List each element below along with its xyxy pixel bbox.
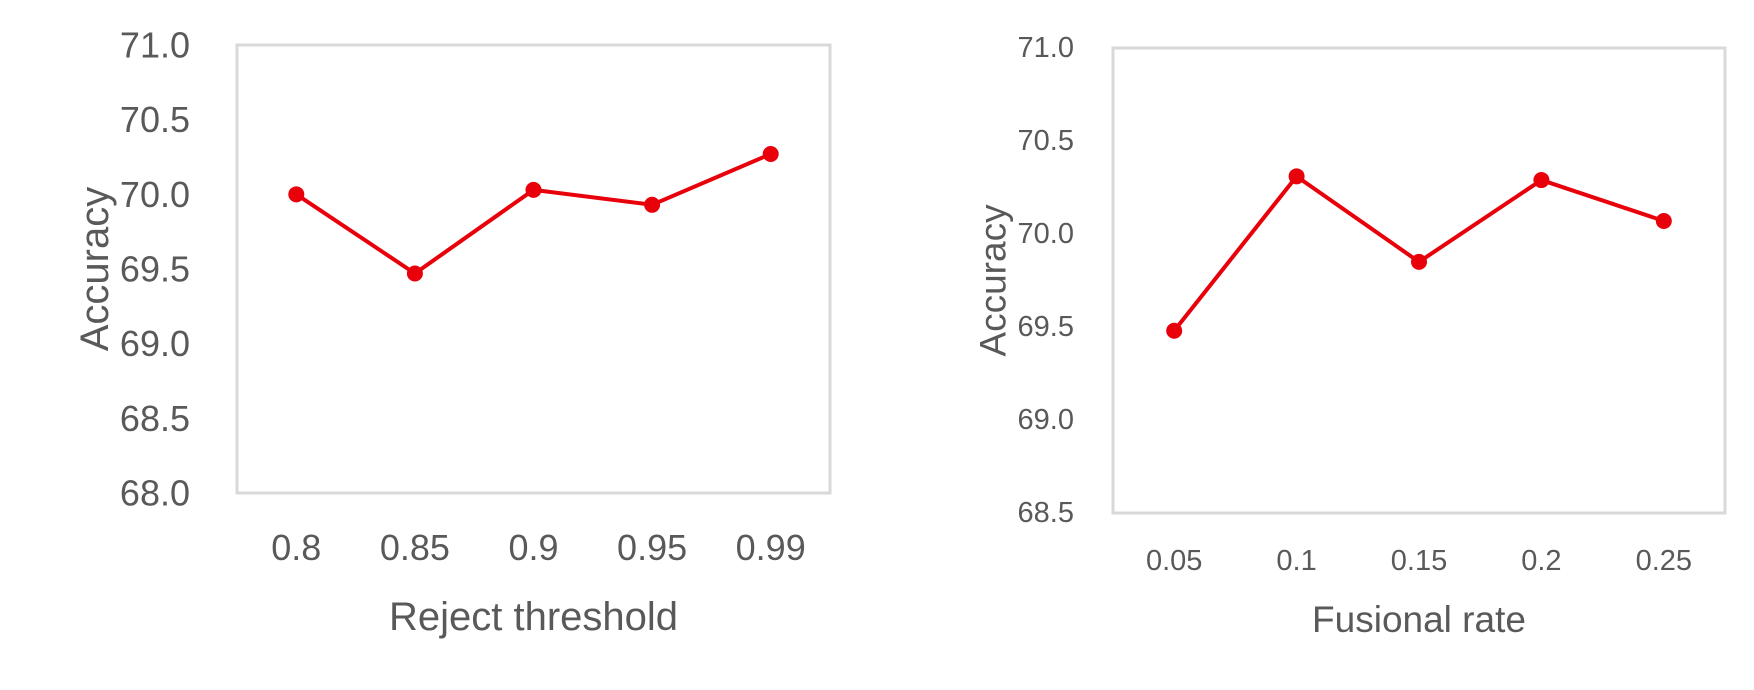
x-tick-label: 0.8 xyxy=(271,527,321,568)
x-tick-label: 0.99 xyxy=(736,527,806,568)
y-tick-label: 71.0 xyxy=(120,25,190,66)
data-point-marker xyxy=(1533,172,1550,189)
y-tick-label: 69.5 xyxy=(120,249,190,290)
series-line xyxy=(295,152,772,276)
data-point-marker xyxy=(288,186,305,203)
data-point-marker xyxy=(406,265,423,282)
x-tick-label: 0.05 xyxy=(1146,545,1202,577)
x-tick-label: 0.1 xyxy=(1276,545,1316,577)
y-axis-label: Accuracy xyxy=(973,204,1014,357)
y-tick-label: 69.5 xyxy=(1018,311,1074,343)
y-tick-label: 70.5 xyxy=(1018,125,1074,157)
data-point-marker xyxy=(644,196,661,213)
plot-frame xyxy=(1111,46,1727,515)
x-axis-label: Reject threshold xyxy=(389,595,678,639)
x-tick-label: 0.15 xyxy=(1391,545,1447,577)
y-tick-label: 70.5 xyxy=(120,99,190,140)
x-tick-label: 0.95 xyxy=(617,527,687,568)
chart-reject-threshold: 68.0 68.5 69.0 69.5 70.0 70.5 71.0 0.8 0.85 0.9 0.… xyxy=(73,25,832,639)
x-tick-label: 0.25 xyxy=(1636,545,1692,577)
series-line xyxy=(1172,174,1665,332)
y-tick-label: 71.0 xyxy=(1018,32,1074,64)
y-tick-label: 70.0 xyxy=(1018,218,1074,250)
x-axis-label: Fusional rate xyxy=(1312,599,1526,640)
chart-fusional-rate: 68.5 69.0 69.5 70.0 70.5 71.0 0.05 0.1 0.15 0.2 0.… xyxy=(973,32,1727,640)
data-point-marker xyxy=(1655,212,1672,229)
y-tick-label: 69.0 xyxy=(1018,404,1074,436)
data-point-marker xyxy=(1288,168,1305,185)
y-tick-label: 68.5 xyxy=(1018,497,1074,529)
y-tick-label: 68.5 xyxy=(120,398,190,439)
x-tick-label: 0.2 xyxy=(1521,545,1561,577)
y-axis-label: Accuracy xyxy=(73,187,117,352)
x-tick-label: 0.85 xyxy=(380,527,450,568)
y-tick-label: 70.0 xyxy=(120,174,190,215)
data-point-marker xyxy=(762,146,779,163)
y-tick-label: 68.0 xyxy=(120,473,190,514)
data-point-marker xyxy=(1411,253,1427,270)
x-tick-label: 0.9 xyxy=(508,527,558,568)
plot-frame xyxy=(235,43,832,495)
data-point-marker xyxy=(525,181,542,198)
data-point-marker xyxy=(1166,322,1183,339)
y-tick-label: 69.0 xyxy=(120,323,190,364)
